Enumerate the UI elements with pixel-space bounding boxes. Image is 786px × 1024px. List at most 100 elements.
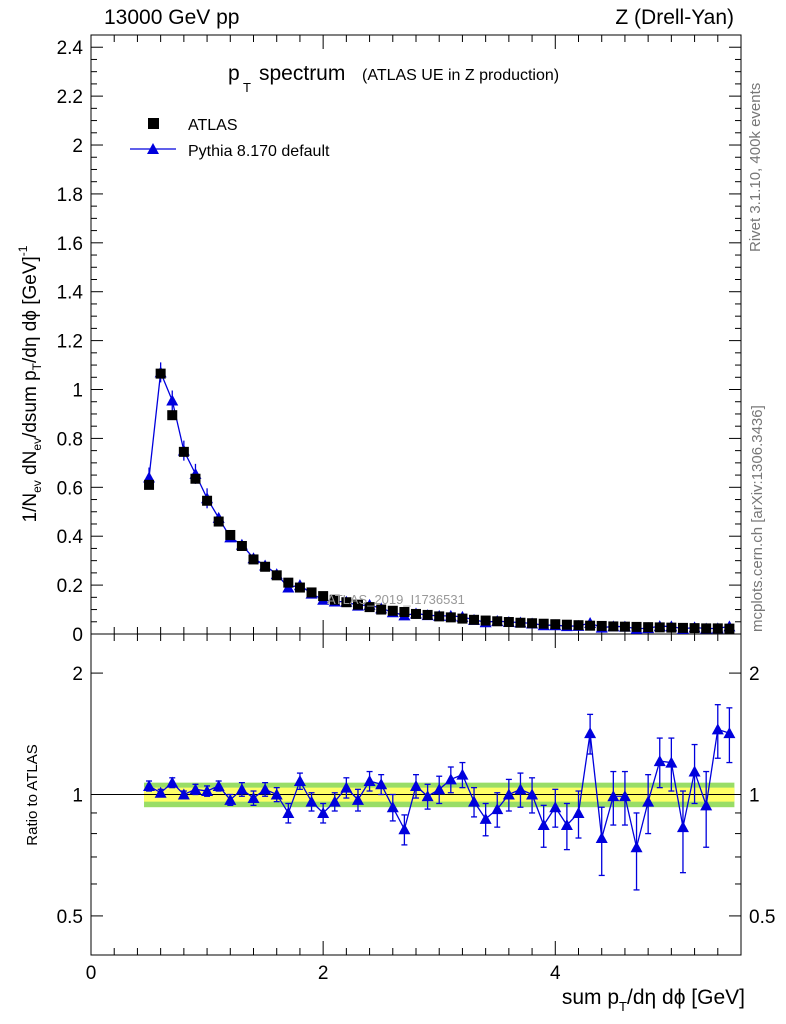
ratio-point	[351, 793, 364, 805]
ratio-y-tick-label: 2	[72, 664, 83, 685]
ratio-point	[328, 795, 341, 807]
data-point	[144, 479, 155, 490]
data-point	[178, 446, 189, 457]
data-point	[445, 612, 456, 623]
svg-text:sum pT/dη dϕ [GeV]: sum pT/dη dϕ [GeV]	[562, 986, 745, 1014]
data-point	[352, 599, 363, 610]
legend: ATLAS Pythia 8.170 default	[130, 117, 330, 160]
data-point	[631, 621, 642, 632]
data-point	[248, 554, 259, 565]
data-point	[411, 608, 421, 619]
ratio-point	[479, 812, 492, 824]
data-point	[573, 620, 584, 631]
main-y-tick-label: 0	[72, 625, 83, 646]
data-point	[387, 605, 398, 616]
ratio-point	[166, 776, 179, 788]
ratio-point	[282, 806, 295, 818]
main-y-tick-label: 0.2	[57, 576, 83, 597]
ratio-point	[340, 781, 353, 793]
plot-title: p T spectrum (ATLAS UE in Z production)	[228, 62, 559, 95]
title-t: T	[243, 80, 251, 95]
ratio-point	[653, 755, 666, 767]
ratio-point	[572, 806, 585, 818]
ratio-y-tick-label: 1	[72, 786, 83, 807]
title-p: p	[228, 62, 240, 85]
ratio-point	[607, 790, 620, 802]
data-point	[260, 561, 271, 572]
data-point	[677, 622, 688, 633]
ratio-point	[305, 795, 318, 807]
ratio-point	[630, 841, 643, 853]
x-axis-label: sum pT/dη dϕ [GeV]	[562, 986, 745, 1014]
ratio-y-tick-label-right: 2	[749, 664, 760, 685]
ratio-point	[456, 768, 469, 780]
header-right: Z (Drell-Yan)	[615, 6, 734, 29]
main-y-axis-label: 1/Nev dNev/dsum pT/dη dϕ [GeV]-1	[16, 245, 44, 522]
data-point	[515, 617, 526, 628]
svg-text:p: p	[228, 62, 240, 85]
ratio-point	[642, 795, 655, 807]
main-y-tick-label: 1.2	[57, 332, 83, 353]
data-point	[503, 617, 514, 628]
data-point	[225, 529, 236, 540]
ratio-point	[189, 783, 202, 795]
ratio-point	[154, 786, 167, 798]
ratio-point	[723, 727, 736, 739]
x-tick-label: 2	[318, 963, 329, 984]
ratio-point	[526, 788, 539, 800]
data-point	[306, 587, 317, 598]
ratio-point	[201, 785, 214, 797]
data-point	[202, 495, 213, 506]
data-point	[318, 591, 329, 602]
data-point	[724, 623, 735, 634]
mc-point	[143, 471, 156, 483]
ratio-point	[143, 779, 156, 791]
data-point	[561, 619, 572, 630]
data-point	[341, 597, 352, 608]
ratio-point	[235, 783, 248, 795]
data-series	[144, 368, 735, 634]
watermark: ATLAS_2019_I1736531	[327, 592, 465, 607]
main-y-tick-label: 2.4	[57, 38, 84, 59]
data-point	[422, 609, 433, 620]
data-point	[596, 620, 607, 631]
main-y-tick-label: 0.4	[57, 527, 84, 548]
ratio-point	[502, 788, 515, 800]
ratio-point	[514, 783, 527, 795]
legend-pythia-marker	[147, 143, 159, 154]
main-y-tick-label: 0.8	[57, 429, 83, 450]
x-tick-label: 4	[550, 963, 561, 984]
header-left: 13000 GeV pp	[104, 6, 240, 29]
data-point	[654, 622, 665, 633]
main-y-tick-label: 0.6	[57, 478, 83, 499]
main-y-tick-label: 1	[72, 381, 83, 402]
ratio-point	[363, 775, 376, 787]
data-point	[294, 582, 305, 593]
data-point	[329, 594, 340, 605]
ratio-point	[618, 790, 631, 802]
data-point	[167, 410, 178, 421]
ratio-point	[410, 779, 422, 791]
ratio-y-axis-label: Ratio to ATLAS	[24, 744, 41, 845]
data-point	[619, 621, 630, 632]
ratio-point	[247, 792, 260, 804]
ratio-point	[421, 790, 434, 802]
data-point	[527, 618, 538, 629]
title-extra: (ATLAS UE in Z production)	[362, 67, 559, 84]
main-y-tick-label: 2	[72, 136, 83, 157]
ratio-point	[468, 795, 481, 807]
ratio-point	[259, 783, 272, 795]
data-point	[271, 570, 282, 581]
ratio-point	[386, 801, 399, 813]
ratio-point	[293, 775, 306, 787]
data-point	[643, 622, 654, 633]
main-y-tick-label: 2.2	[57, 87, 83, 108]
data-point	[550, 619, 561, 630]
ratio-y-tick-label-right: 1	[749, 786, 760, 807]
ratio-point	[560, 819, 573, 831]
ratio-point	[224, 793, 237, 805]
ratio-point	[270, 788, 283, 800]
ratio-point	[491, 803, 504, 815]
ratio-point	[665, 756, 678, 768]
